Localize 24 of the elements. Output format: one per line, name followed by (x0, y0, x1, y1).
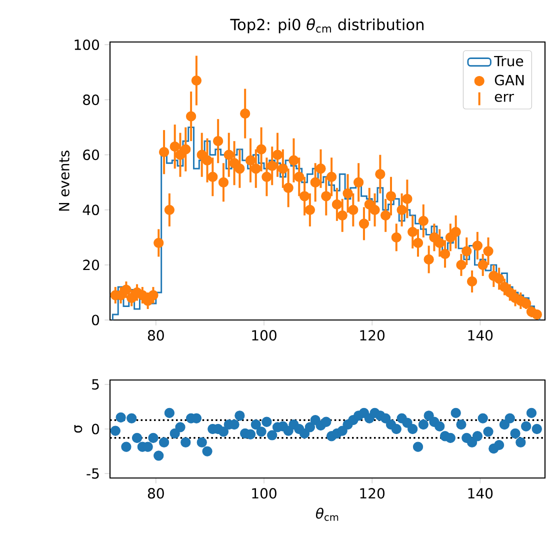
x-tick-label: 100 (252, 330, 276, 341)
y-tick-label: 0 (92, 314, 100, 326)
x-tick-label: 100 (252, 488, 276, 499)
y-tick-label: -5 (86, 468, 99, 479)
annotation: err (494, 94, 514, 102)
x-axis-title: θ$_{cm}$ (316, 508, 338, 521)
y-tick-label: 20 (83, 260, 100, 270)
y-tick-label: 40 (82, 204, 100, 216)
y-tick-label: 5 (92, 379, 99, 390)
y-tick-label: 100 (74, 39, 100, 50)
chart-title: Top2: pi0 θ$_{cm}$ distribution (230, 18, 424, 34)
x-tick-label: 120 (360, 488, 384, 499)
y-tick-label: 0 (92, 424, 100, 434)
x-tick-label: 120 (360, 330, 384, 341)
y-tick-label: 80 (83, 94, 100, 106)
legend-label: GAN (494, 74, 524, 86)
legend-label: True (494, 56, 524, 66)
x-tick-label: 140 (468, 330, 493, 341)
x-tick-label: 80 (148, 488, 164, 499)
y-tick-label: 60 (83, 150, 100, 160)
y-axis-title: σ (74, 424, 82, 433)
x-tick-label: 80 (148, 330, 164, 341)
y-axis-title: N events (59, 150, 70, 211)
x-tick-label: 140 (468, 488, 493, 499)
